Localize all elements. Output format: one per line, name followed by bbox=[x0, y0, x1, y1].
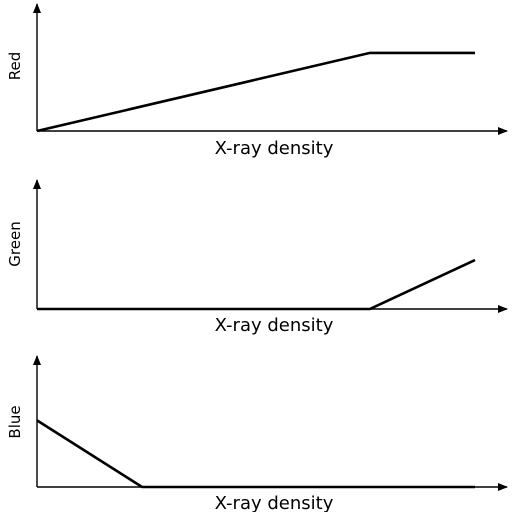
chart-panel-blue: X-ray density Blue bbox=[6, 355, 508, 512]
x-axis-label: X-ray density bbox=[215, 315, 334, 336]
x-axis-label: X-ray density bbox=[215, 138, 334, 159]
x-axis-label: X-ray density bbox=[215, 493, 334, 512]
y-axis-label: Green bbox=[6, 221, 24, 266]
chart-panel-red: X-ray density Red bbox=[6, 3, 508, 159]
y-axis-label: Blue bbox=[6, 405, 24, 438]
blue-series-line bbox=[36, 419, 475, 489]
red-series-line bbox=[36, 51, 475, 133]
y-axis-label: Red bbox=[6, 52, 24, 81]
green-series-line bbox=[37, 258, 476, 311]
chart-panel-green: X-ray density Green bbox=[6, 179, 508, 336]
